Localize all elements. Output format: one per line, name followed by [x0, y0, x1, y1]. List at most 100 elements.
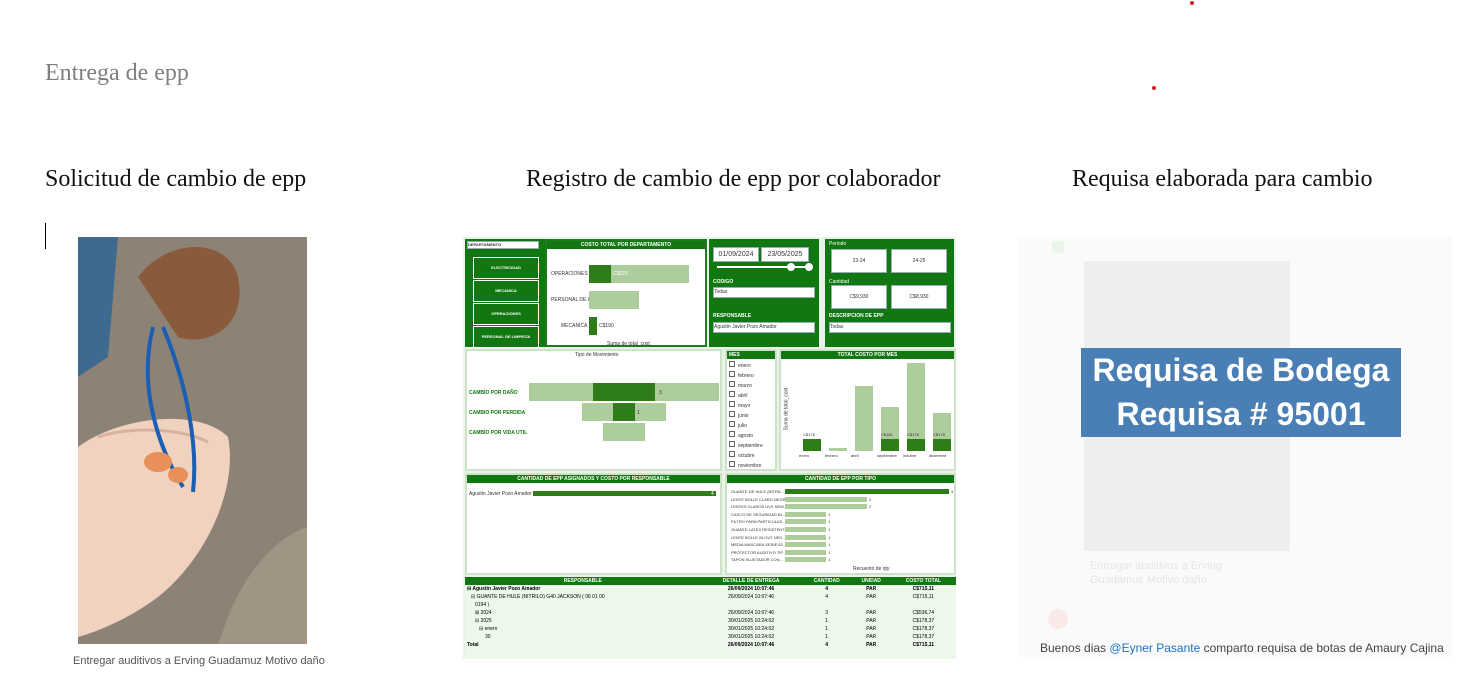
month-option[interactable]: agosto: [729, 431, 763, 441]
periodo-button[interactable]: 24-25: [891, 249, 947, 273]
table-cell: C$715,11: [912, 642, 935, 648]
dept-button-limpieza[interactable]: PERSONAL DE LIMPIEZA: [473, 326, 539, 348]
month-option[interactable]: febrero: [729, 371, 763, 381]
date-slider-handle[interactable]: [787, 263, 795, 271]
checkbox[interactable]: [729, 401, 735, 407]
table-header[interactable]: RESPONSABLE: [563, 578, 602, 584]
checkbox[interactable]: [729, 441, 735, 447]
table-row[interactable]: ⊟ 2025 30/01/2025 10:24:02 1 PAR C$178,37: [465, 617, 956, 625]
month-option[interactable]: noviembre: [729, 461, 763, 471]
codigo-label: CODIGO: [713, 279, 734, 285]
type-value-label: 1: [828, 519, 831, 525]
table-cell: 30/01/2025 10:24:02: [728, 634, 775, 640]
powerbi-dashboard: DEPARTAMENTO ELECTRICIDAD MECANICA OPERA…: [463, 237, 956, 659]
month-option[interactable]: octubre: [729, 451, 763, 461]
table-row[interactable]: ⊟ GUANTE DE HULE (NITRILO) G40 JACKSON (…: [465, 593, 956, 601]
quantity-by-type-chart: CANTIDAD DE EPP POR TIPO GUANTE DE HULE …: [725, 473, 956, 575]
codigo-dropdown[interactable]: Todas: [713, 287, 815, 298]
month-bar-dark: [933, 439, 951, 451]
month-option[interactable]: junio: [729, 411, 763, 421]
month-option[interactable]: marzo: [729, 381, 763, 391]
mention-link[interactable]: @Eyner Pasante: [1109, 641, 1201, 655]
periodo-button[interactable]: 23-24: [831, 249, 887, 273]
month-option[interactable]: enero: [729, 361, 763, 371]
type-value-label: 1: [828, 542, 831, 548]
responsable-name: Agustin Javier Pozo Amador: [469, 491, 532, 497]
month-option[interactable]: abril: [729, 391, 763, 401]
month-bar-dark: [881, 439, 899, 451]
dept-button-mecanica[interactable]: MECANICA: [473, 280, 539, 302]
month-bar: [907, 363, 925, 451]
month-value-label: C$181: [881, 432, 893, 437]
table-cell: C$536,74: [912, 610, 935, 616]
table-row[interactable]: 0194 ): [465, 601, 956, 609]
table-row[interactable]: ⊞ 2024 26/09/2024 10:07:46 3 PAR C$536,74: [465, 609, 956, 617]
date-from-input[interactable]: 01/09/2024: [713, 247, 759, 262]
hand-with-earplugs-image: [78, 237, 307, 644]
department-slicer-title: DEPARTAMENTO: [467, 241, 539, 249]
table-cell: 1: [825, 626, 829, 632]
date-slider-handle[interactable]: [805, 263, 813, 271]
detail-table: RESPONSABLE DETALLE DE ENTREGA CANTIDAD UNI…: [465, 577, 956, 649]
dept-button-electricidad[interactable]: ELECTRICIDAD: [473, 257, 539, 279]
table-cell: 3: [825, 610, 829, 616]
month-bar: [829, 448, 847, 451]
type-bar: [785, 527, 826, 532]
type-label: TAPON SUJETADOR CON...: [731, 557, 783, 563]
bar-value-label: C$523: [613, 271, 628, 277]
table-cell: Total: [467, 642, 479, 648]
checkbox[interactable]: [729, 451, 735, 457]
cost-by-department-chart: COSTO TOTAL POR DEPARTAMENTO OPERACIONES…: [545, 239, 707, 347]
month-label: junio: [738, 413, 749, 419]
chart-title: COSTO TOTAL POR DEPARTAMENTO: [547, 241, 705, 249]
row-label: CAMBIO POR PERDIDA: [469, 410, 526, 416]
checkbox[interactable]: [729, 461, 735, 467]
cantidad-card: C$9,930: [831, 285, 887, 309]
table-cell: 30/01/2025 10:24:02: [728, 618, 775, 624]
checkbox[interactable]: [729, 421, 735, 427]
checkbox[interactable]: [729, 431, 735, 437]
checkbox[interactable]: [729, 391, 735, 397]
table-cell: PAR: [866, 642, 877, 648]
descripcion-dropdown[interactable]: Todas: [829, 322, 951, 333]
type-bar: [785, 542, 826, 548]
table-cell: ⊟ Agustin Javier Pozo Amador: [467, 586, 541, 592]
table-header[interactable]: DETALLE DE ENTREGA: [722, 578, 780, 584]
table-row[interactable]: ⊟ enero 30/01/2025 10:24:02 1 PAR C$178,37: [465, 625, 956, 633]
table-row[interactable]: 30 30/01/2025 10:24:02 1 PAR C$178,37: [465, 633, 956, 641]
checkbox[interactable]: [729, 371, 735, 377]
row-label: CAMBIO POR VIDA UTIL: [469, 430, 528, 436]
red-dot-mark: [1190, 1, 1194, 5]
table-cell: [701, 601, 802, 609]
checkbox[interactable]: [729, 411, 735, 417]
detail-table-panel: RESPONSABLE DETALLE DE ENTREGA CANTIDAD UNI…: [465, 577, 956, 659]
month-option[interactable]: julio: [729, 421, 763, 431]
checkbox[interactable]: [729, 361, 735, 367]
bar-mecanica: [589, 317, 597, 335]
month-value-label: C$178: [907, 432, 919, 437]
month-option[interactable]: septiembre: [729, 441, 763, 451]
table-cell: C$178,37: [912, 626, 935, 632]
table-cell: 26/09/2024 10:07:46: [728, 610, 775, 616]
table-header[interactable]: COSTO TOTAL: [905, 578, 941, 584]
date-to-input[interactable]: 23/05/2025: [761, 247, 809, 262]
type-bar: [785, 519, 826, 525]
type-bar: [785, 549, 826, 555]
responsable-dropdown[interactable]: Agustin Javier Pozo Amador: [713, 322, 815, 333]
department-slicer: DEPARTAMENTO ELECTRICIDAD MECANICA OPERA…: [465, 239, 545, 348]
table-row[interactable]: ⊟ Agustin Javier Pozo Amador 26/09/2024 1…: [465, 585, 956, 593]
dept-button-operaciones[interactable]: OPERACIONES: [473, 303, 539, 325]
table-header[interactable]: UNIDAD: [861, 578, 881, 584]
table-header[interactable]: CANTIDAD: [813, 578, 840, 584]
month-label: agosto: [738, 433, 754, 439]
table-row[interactable]: Total 26/09/2024 10:07:46 4 PAR C$715,11: [465, 641, 956, 649]
checkbox[interactable]: [729, 381, 735, 387]
table-cell: ⊞ 2024: [475, 610, 492, 616]
month-option[interactable]: mayo: [729, 401, 763, 411]
month-value-label: C$178: [803, 432, 815, 437]
epp-photo: [78, 237, 307, 644]
month-tick-label: abril: [851, 453, 859, 458]
requisa-caption: Buenos dias @Eyner Pasante comparto requ…: [1040, 641, 1444, 655]
table-cell: PAR: [866, 586, 877, 592]
month-tick-label: febrero: [825, 453, 838, 458]
